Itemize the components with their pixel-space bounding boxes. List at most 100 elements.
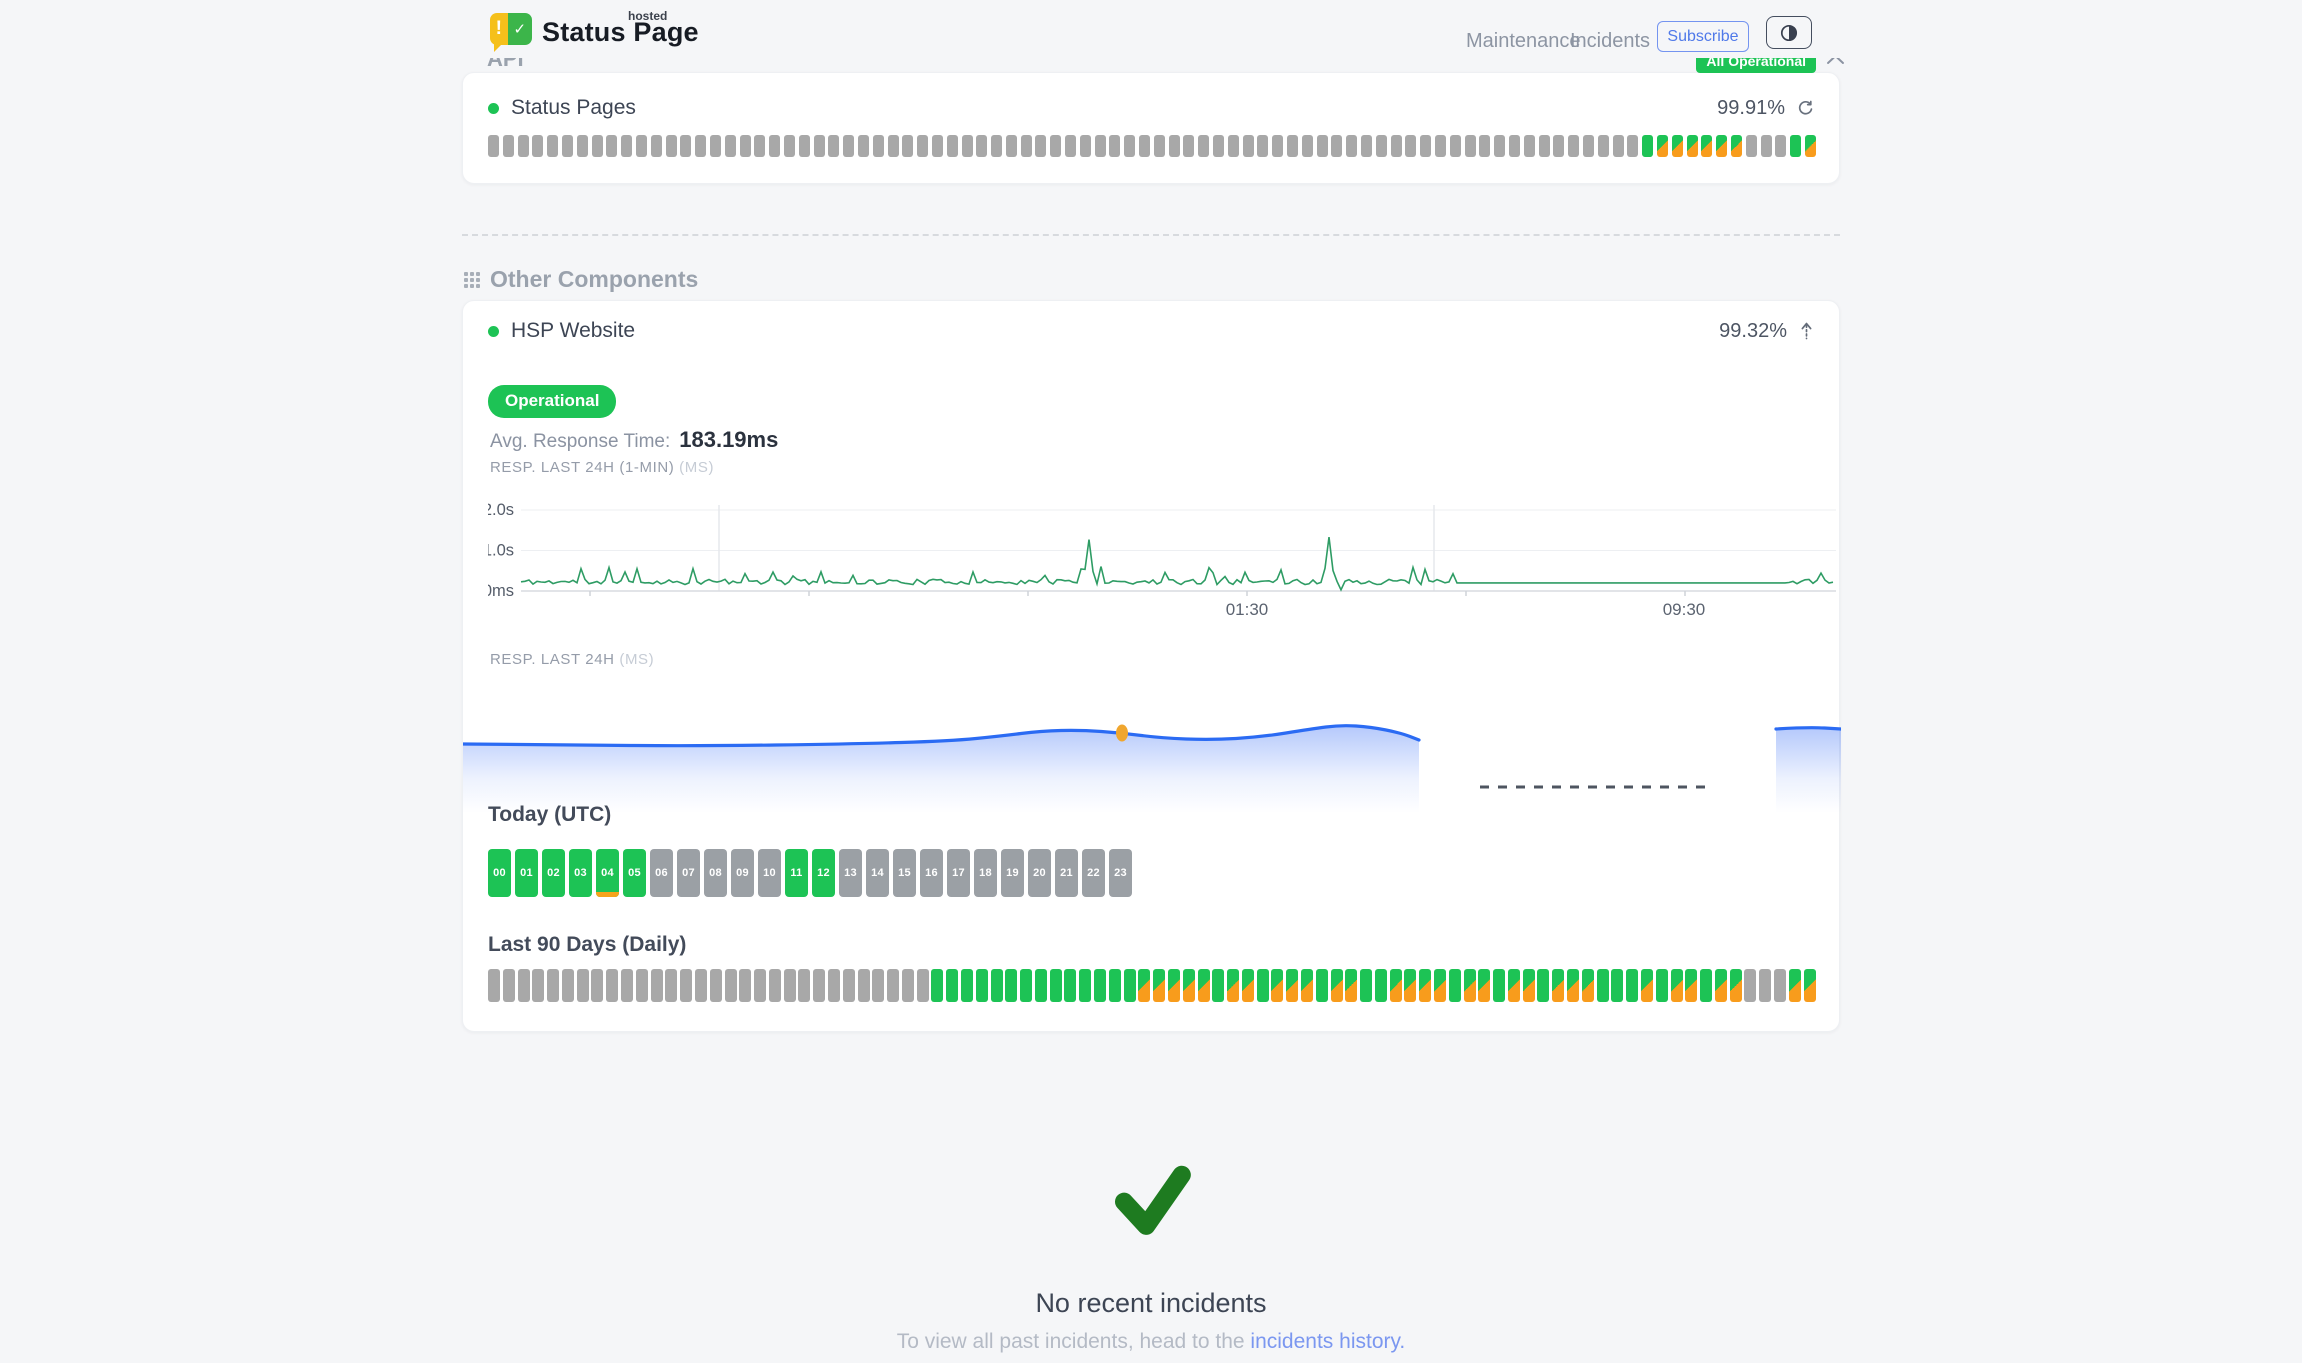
uptime-bar[interactable] — [1611, 969, 1624, 1002]
uptime-bar[interactable] — [1124, 135, 1136, 157]
uptime-bar[interactable] — [1346, 135, 1358, 157]
uptime-bar[interactable] — [1582, 135, 1594, 157]
uptime-bar[interactable] — [1494, 135, 1506, 157]
uptime-bar[interactable] — [680, 135, 692, 157]
hour-block[interactable]: 01 — [515, 849, 538, 897]
uptime-bar[interactable] — [561, 135, 573, 157]
uptime-bar[interactable] — [813, 135, 825, 157]
uptime-bar[interactable] — [1538, 135, 1550, 157]
uptime-bar[interactable] — [517, 135, 529, 157]
hour-block[interactable]: 15 — [893, 849, 916, 897]
uptime-bar[interactable] — [827, 969, 840, 1002]
uptime-bar[interactable] — [1005, 969, 1018, 1002]
uptime-bar[interactable] — [621, 135, 633, 157]
uptime-bar[interactable] — [1522, 969, 1535, 1002]
uptime-bar[interactable] — [650, 135, 662, 157]
hour-block[interactable]: 21 — [1055, 849, 1078, 897]
hour-block[interactable]: 08 — [704, 849, 727, 897]
uptime-bar[interactable] — [1361, 135, 1373, 157]
uptime-bar[interactable] — [1552, 969, 1565, 1002]
uptime-bar[interactable] — [517, 969, 530, 1002]
uptime-bar[interactable] — [754, 969, 767, 1002]
uptime-bar[interactable] — [1463, 969, 1476, 1002]
uptime-bar[interactable] — [1714, 969, 1727, 1002]
hour-block[interactable]: 19 — [1001, 849, 1024, 897]
nav-incidents[interactable]: Incidents — [1570, 30, 1651, 52]
uptime-bar[interactable] — [561, 969, 574, 1002]
hour-block[interactable]: 20 — [1028, 849, 1051, 897]
uptime-bar[interactable] — [1686, 135, 1698, 157]
uptime-bar[interactable] — [887, 969, 900, 1002]
uptime-bar[interactable] — [1597, 135, 1609, 157]
uptime-bar[interactable] — [1685, 969, 1698, 1002]
uptime-bar[interactable] — [591, 135, 603, 157]
uptime-bar[interactable] — [739, 135, 751, 157]
uptime-bar[interactable] — [991, 135, 1003, 157]
refresh-icon[interactable] — [1797, 100, 1814, 117]
uptime-bar[interactable] — [1168, 135, 1180, 157]
uptime-bar[interactable] — [783, 969, 796, 1002]
uptime-bar[interactable] — [961, 969, 973, 1002]
hour-block[interactable]: 07 — [677, 849, 700, 897]
theme-toggle-button[interactable] — [1766, 16, 1812, 49]
hour-block[interactable]: 05 — [623, 849, 646, 897]
uptime-bar[interactable] — [1507, 969, 1520, 1002]
uptime-bar[interactable] — [1109, 135, 1121, 157]
uptime-bar[interactable] — [1198, 135, 1210, 157]
uptime-bar[interactable] — [946, 969, 959, 1002]
uptime-bar[interactable] — [887, 135, 899, 157]
uptime-bar[interactable] — [1050, 135, 1062, 157]
uptime-bar[interactable] — [769, 135, 781, 157]
uptime-bar[interactable] — [606, 135, 618, 157]
uptime-bar[interactable] — [488, 969, 500, 1002]
hour-block[interactable]: 23 — [1109, 849, 1132, 897]
uptime-bar[interactable] — [1138, 969, 1151, 1002]
uptime-bar[interactable] — [857, 135, 869, 157]
uptime-bar[interactable] — [1079, 135, 1091, 157]
uptime-bar[interactable] — [1315, 969, 1328, 1002]
uptime-bar[interactable] — [1389, 969, 1402, 1002]
uptime-bar[interactable] — [1655, 969, 1668, 1002]
uptime-bar[interactable] — [1612, 135, 1624, 157]
hour-block[interactable]: 18 — [974, 849, 997, 897]
uptime-bar[interactable] — [1330, 969, 1343, 1002]
uptime-bar[interactable] — [901, 969, 914, 1002]
uptime-bar[interactable] — [606, 969, 619, 1002]
uptime-bar[interactable] — [1448, 969, 1461, 1002]
uptime-bar[interactable] — [1375, 135, 1387, 157]
uptime-bar[interactable] — [1153, 135, 1165, 157]
uptime-bar[interactable] — [1167, 969, 1180, 1002]
hour-block[interactable]: 11 — [785, 849, 808, 897]
uptime-bar[interactable] — [1287, 135, 1299, 157]
hour-block[interactable]: 00 — [488, 849, 511, 897]
uptime-bar[interactable] — [990, 969, 1003, 1002]
uptime-bar[interactable] — [1434, 969, 1446, 1002]
uptime-bar[interactable] — [1773, 969, 1786, 1002]
hour-block[interactable]: 02 — [542, 849, 565, 897]
uptime-bar[interactable] — [1788, 969, 1801, 1002]
uptime-bar[interactable] — [680, 969, 693, 1002]
uptime-bar[interactable] — [1197, 969, 1210, 1002]
uptime-bar[interactable] — [1316, 135, 1328, 157]
uptime-bar[interactable] — [872, 135, 884, 157]
uptime-bar[interactable] — [1523, 135, 1535, 157]
uptime-bar[interactable] — [1716, 135, 1728, 157]
hour-block[interactable]: 13 — [839, 849, 862, 897]
uptime-bar[interactable] — [547, 135, 559, 157]
uptime-bar[interactable] — [1034, 969, 1047, 1002]
uptime-bar[interactable] — [872, 969, 885, 1002]
uptime-bar[interactable] — [754, 135, 766, 157]
hour-block[interactable]: 06 — [650, 849, 673, 897]
uptime-bar[interactable] — [798, 135, 810, 157]
uptime-bar[interactable] — [1301, 135, 1313, 157]
hour-block[interactable]: 16 — [920, 849, 943, 897]
uptime-bar[interactable] — [813, 969, 826, 1002]
uptime-bar[interactable] — [768, 969, 781, 1002]
uptime-bar[interactable] — [1553, 135, 1565, 157]
uptime-bar[interactable] — [1656, 135, 1668, 157]
uptime-bar[interactable] — [1670, 969, 1683, 1002]
uptime-bar[interactable] — [1760, 135, 1772, 157]
uptime-bar[interactable] — [694, 969, 707, 1002]
uptime-bar[interactable] — [502, 135, 514, 157]
uptime-bar[interactable] — [1300, 969, 1313, 1002]
